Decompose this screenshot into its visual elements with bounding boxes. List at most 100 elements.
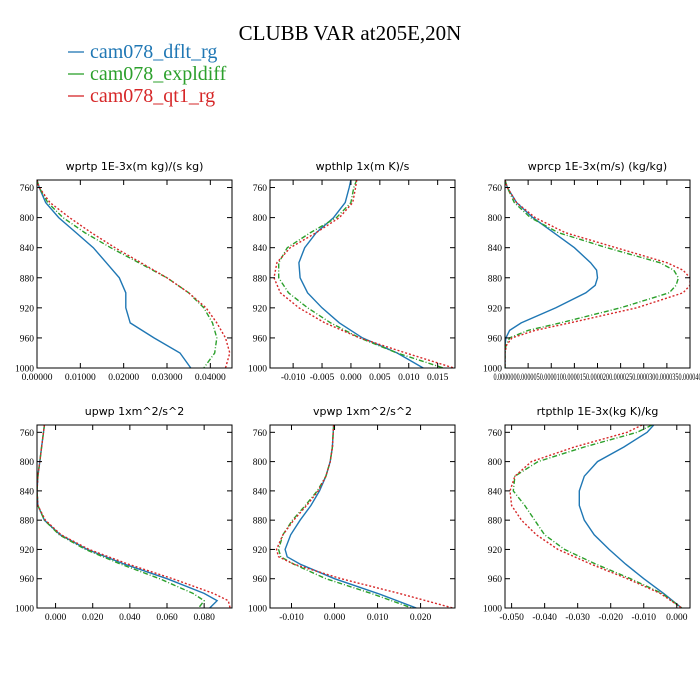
plot-frame [36, 179, 233, 369]
x-tick-label: 0.000 [45, 613, 67, 623]
x-tick-label: -0.010 [281, 373, 306, 383]
x-tick-label: -0.050 [499, 613, 524, 623]
y-tick-label: 920 [20, 304, 35, 314]
x-tick-label: 0.000000 [493, 373, 516, 383]
series-line-cam078_dflt_rg [37, 425, 219, 608]
y-tick-label: 960 [488, 575, 503, 585]
x-tick-label: 0.01000 [65, 373, 96, 383]
y-tick-label: 840 [20, 487, 35, 497]
x-tick-label: -0.010 [279, 613, 304, 623]
x-tick-label: 0.010 [367, 613, 389, 623]
x-tick-label: 0.015 [427, 373, 449, 383]
y-tick-label: 800 [488, 214, 503, 224]
panel-title: vpwp 1xm^2/s^2 [313, 405, 412, 418]
x-tick-label: 0.000010 [540, 373, 563, 383]
plot-frame [504, 424, 691, 609]
y-tick-label: 840 [253, 244, 268, 254]
x-tick-label: 0.000 [324, 613, 346, 623]
x-tick-label: 0.020 [410, 613, 432, 623]
y-tick-label: 960 [253, 334, 268, 344]
chart-panel-6: rtpthlp 1E-3x(kg K)/kg 760 800 840 880 920 960… [483, 405, 691, 623]
x-tick-label: -0.005 [310, 373, 335, 383]
x-tick-label: 0.000 [666, 613, 688, 623]
y-tick-label: 880 [488, 274, 503, 284]
x-tick-label: -0.010 [631, 613, 656, 623]
x-tick-label: -0.020 [598, 613, 623, 623]
series-line-cam078_expldiff [512, 425, 683, 608]
y-tick-label: 800 [253, 458, 268, 468]
chart-panel-2: wpthlp 1x(m K)/s 760 800 840 880 920 960 1000 -0… [248, 160, 456, 383]
series-line-cam078_dflt_rg [578, 425, 683, 608]
x-tick-label: 0.080 [193, 613, 215, 623]
y-tick-label: 920 [253, 546, 268, 556]
x-tick-label: 0.040 [119, 613, 141, 623]
y-tick-label: 920 [20, 546, 35, 556]
panel-title: wprtp 1E-3x(m kg)/(s kg) [66, 160, 204, 173]
legend-entry: cam078_dflt_rg [90, 41, 217, 63]
y-tick-label: 760 [488, 429, 503, 439]
series-line-cam078_expldiff [505, 180, 680, 368]
series-line-cam078_expldiff [278, 180, 444, 368]
plot-frame [269, 424, 456, 609]
y-tick-label: 760 [253, 184, 268, 194]
series-line-cam078_qt1_rg [509, 425, 683, 608]
x-tick-label: 0.00000 [22, 373, 53, 383]
y-tick-label: 800 [488, 458, 503, 468]
x-tick-label: 0.000020 [586, 373, 609, 383]
chart-panel-3: wprcp 1E-3x(m/s) (kg/kg) 760 800 840 880 920 9… [483, 160, 700, 383]
x-tick-label: 0.000040 [678, 373, 700, 383]
y-tick-label: 1000 [483, 605, 502, 615]
series-line-cam078_qt1_rg [273, 180, 455, 368]
y-tick-label: 760 [488, 184, 503, 194]
panel-title: rtpthlp 1E-3x(kg K)/kg [537, 405, 659, 418]
x-tick-label: 0.020 [82, 613, 104, 623]
x-tick-label: 0.000035 [655, 373, 678, 383]
series-line-cam078_expldiff [277, 425, 413, 608]
legend: cam078_dflt_rgcam078_expldiffcam078_qt1_… [68, 41, 227, 107]
y-tick-label: 960 [20, 334, 35, 344]
y-tick-label: 800 [253, 214, 268, 224]
series-line-cam078_dflt_rg [37, 180, 192, 368]
series-line-cam078_qt1_rg [37, 180, 231, 368]
series-line-cam078_dflt_rg [298, 180, 424, 368]
chart-panel-1: wprtp 1E-3x(m kg)/(s kg) 760 800 840 880 920 9… [15, 160, 233, 383]
x-tick-label: 0.010 [398, 373, 420, 383]
y-tick-label: 800 [20, 458, 35, 468]
figure-title: CLUBB VAR at205E,20N [239, 21, 462, 45]
y-tick-label: 920 [488, 304, 503, 314]
series-line-cam078_qt1_rg [37, 425, 231, 608]
x-tick-label: 0.000005 [517, 373, 540, 383]
x-tick-label: 0.02000 [108, 373, 139, 383]
y-tick-label: 960 [20, 575, 35, 585]
x-tick-label: -0.040 [532, 613, 557, 623]
x-tick-label: 0.000025 [609, 373, 632, 383]
y-tick-label: 1000 [483, 365, 502, 375]
y-tick-label: 960 [253, 575, 268, 585]
y-tick-label: 840 [488, 244, 503, 254]
y-tick-label: 760 [20, 429, 35, 439]
chart-panel-4: upwp 1xm^2/s^2 760 800 840 880 920 960 1000 0.00… [15, 405, 233, 623]
legend-entry: cam078_expldiff [90, 63, 227, 85]
x-tick-label: 0.005 [369, 373, 391, 383]
x-tick-label: 0.000015 [563, 373, 586, 383]
series-line-cam078_expldiff [37, 180, 218, 368]
y-tick-label: 880 [253, 274, 268, 284]
y-tick-label: 760 [20, 184, 35, 194]
x-tick-label: -0.030 [565, 613, 590, 623]
panel-title: wpthlp 1x(m K)/s [316, 160, 410, 173]
y-tick-label: 840 [20, 244, 35, 254]
y-tick-label: 800 [20, 214, 35, 224]
y-tick-label: 920 [253, 304, 268, 314]
y-tick-label: 840 [488, 487, 503, 497]
x-tick-label: 0.04000 [195, 373, 226, 383]
y-tick-label: 1000 [15, 605, 34, 615]
y-tick-label: 960 [488, 334, 503, 344]
y-tick-label: 760 [253, 429, 268, 439]
series-line-cam078_dflt_rg [505, 180, 599, 368]
y-tick-label: 880 [488, 517, 503, 527]
x-tick-label: 0.000 [340, 373, 362, 383]
series-line-cam078_expldiff [37, 425, 206, 608]
x-tick-label: 0.060 [156, 613, 178, 623]
series-line-cam078_qt1_rg [505, 180, 690, 368]
